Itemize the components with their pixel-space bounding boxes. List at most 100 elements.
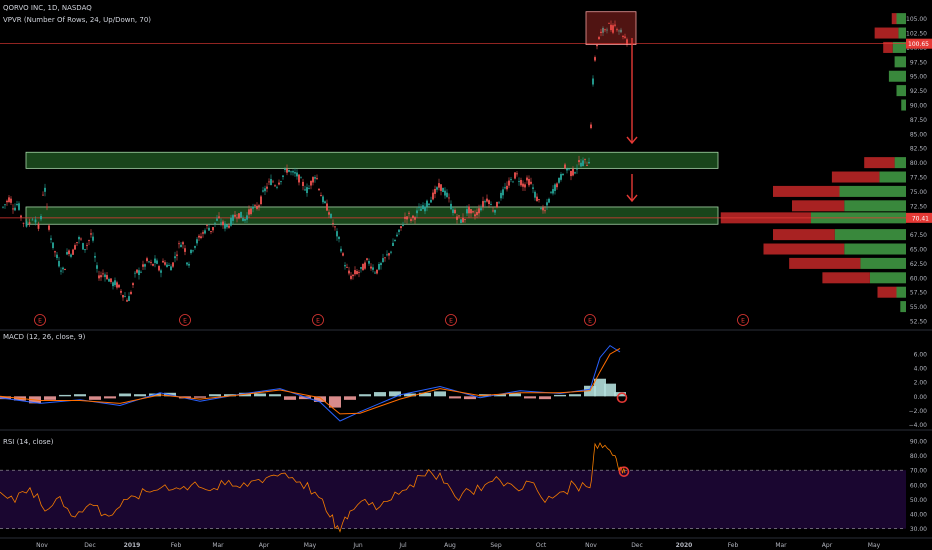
last-price-badge: 100.65	[908, 41, 929, 48]
candle-body	[218, 216, 220, 218]
candle-body	[404, 216, 406, 219]
candle-body	[298, 174, 300, 183]
candle-body	[198, 235, 200, 238]
earnings-marker	[737, 314, 749, 326]
candle-body	[74, 245, 76, 250]
candle-body	[392, 242, 394, 247]
price-tick-label: 105.00	[906, 16, 927, 23]
price-tick-label: 75.00	[910, 189, 927, 196]
candle-body	[498, 202, 500, 204]
candle-body	[94, 256, 96, 258]
candle-body	[34, 219, 37, 223]
candle-body	[416, 210, 418, 214]
candle-body	[328, 212, 330, 215]
candle-body	[314, 177, 316, 179]
candle-body	[594, 57, 596, 61]
candle-body	[202, 232, 204, 234]
time-tick-label: Apr	[259, 542, 270, 549]
time-tick-label: Dec	[631, 542, 643, 549]
macd-macd-line	[0, 344, 621, 422]
vp-down-bar	[789, 257, 861, 269]
macd-histogram-bar	[224, 394, 236, 397]
earnings-marker-label: E	[316, 318, 320, 325]
macd-marked-point	[616, 392, 628, 404]
candle-body	[150, 262, 152, 264]
candle-body	[178, 243, 180, 245]
candle-body	[464, 218, 466, 220]
earnings-marker-label: E	[183, 318, 187, 325]
candle-body	[132, 283, 134, 286]
candle-body	[172, 262, 174, 267]
candle-body	[494, 209, 496, 213]
zones[interactable]	[25, 151, 719, 225]
rsi-tick-label: 50.00	[910, 497, 927, 504]
vp-up-bar	[898, 27, 906, 39]
candle-body	[540, 208, 542, 209]
candle-body	[78, 237, 80, 240]
candle-body	[370, 266, 372, 269]
macd-histogram-bar	[74, 394, 86, 397]
candle-body	[480, 208, 482, 211]
candle-body	[616, 29, 618, 31]
candle-body	[444, 190, 446, 196]
macd-histogram-bar	[329, 396, 341, 408]
macd-histogram-bar	[569, 394, 581, 397]
rsi-tick-label: 80.00	[910, 453, 927, 460]
resistance-zone	[25, 151, 719, 169]
candle-body	[212, 227, 214, 231]
candle-body	[408, 212, 410, 214]
candle-body	[428, 203, 430, 205]
macd-indicator-label: MACD (12, 26, close, 9)	[3, 333, 86, 341]
rsi-indicator-label: RSI (14, close)	[3, 438, 54, 446]
candle-body	[194, 246, 196, 248]
macd-histogram-bar	[524, 396, 536, 399]
macd-histogram-bar	[254, 393, 266, 397]
price-tick-label: 85.00	[910, 131, 927, 138]
vp-up-bar	[879, 171, 906, 183]
candle-body	[84, 249, 86, 251]
candle-body	[602, 27, 604, 33]
candle-body	[72, 249, 74, 255]
candle-body	[450, 203, 452, 210]
candle-body	[62, 267, 64, 270]
candle-body	[562, 173, 564, 176]
candle-body	[232, 215, 234, 221]
candle-body	[40, 216, 42, 220]
candle-body	[526, 177, 528, 181]
macd-histogram-bar	[194, 396, 206, 398]
candle-body	[614, 24, 616, 26]
candle-body	[108, 279, 110, 282]
candle-body	[296, 172, 298, 177]
vp-up-bar	[894, 157, 906, 169]
candle-body	[338, 236, 340, 239]
candle-body	[80, 238, 82, 240]
candle-body	[500, 192, 502, 199]
candle-body	[37, 223, 40, 229]
candle-body	[180, 244, 182, 248]
candle-body	[60, 270, 62, 272]
candle-body	[184, 248, 186, 252]
candle-body	[588, 161, 590, 164]
candle-body	[92, 236, 94, 241]
candle-body	[2, 206, 4, 208]
candle-body	[566, 169, 568, 171]
candle-body	[420, 208, 422, 211]
candle-body	[574, 172, 576, 174]
candle-body	[156, 260, 158, 264]
candle-body	[214, 222, 216, 224]
earnings-marker	[179, 314, 191, 326]
candle-body	[478, 208, 480, 214]
time-tick-label: May	[868, 542, 881, 549]
macd-tick-label: −2.00	[909, 408, 928, 415]
candle-body	[354, 270, 356, 275]
vp-up-bar	[839, 185, 906, 197]
candle-body	[318, 188, 320, 191]
candle-body	[580, 162, 582, 167]
candle-body	[22, 222, 25, 224]
candle-body	[220, 222, 222, 224]
time-tick-label: Mar	[212, 542, 224, 549]
candle-body	[144, 264, 146, 267]
candle-body	[276, 186, 278, 188]
